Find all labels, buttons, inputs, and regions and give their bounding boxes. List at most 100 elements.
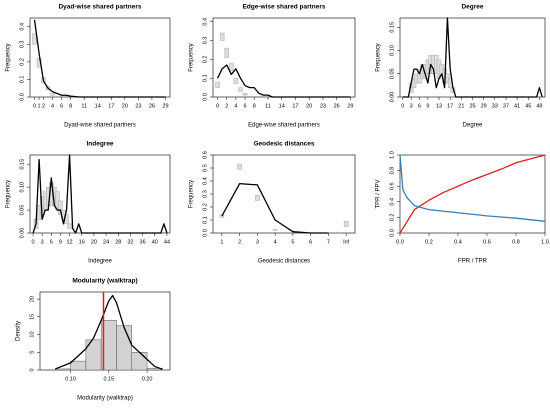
panel-title: Degree [461, 4, 483, 11]
x-tick-label: 0.20 [142, 376, 153, 382]
histogram-bar [70, 360, 87, 371]
y-tick-label: 0.2 [19, 58, 25, 66]
y-tick-label: 0.1 [19, 76, 25, 84]
plot-frame [399, 154, 546, 234]
data-line [55, 294, 163, 370]
y-tick-label: 0.4 [389, 198, 395, 206]
sim-box [242, 92, 248, 96]
data-line [399, 154, 546, 222]
y-tick-label: 0.10 [389, 45, 395, 56]
x-tick-label: 36 [140, 239, 146, 245]
x-tick-label: 0.8 [512, 239, 520, 245]
sim-box [233, 77, 239, 85]
y-axis-label: Density [16, 321, 22, 341]
y-tick-label: 1.0 [389, 151, 395, 159]
histogram-bar [85, 339, 102, 371]
y-tick-label: 0.6 [389, 182, 395, 190]
y-tick-label: 10 [29, 331, 35, 337]
sim-box [67, 223, 72, 229]
x-tick-label: 17 [108, 103, 114, 109]
x-tick-label: 3 [41, 239, 44, 245]
sim-box [229, 62, 234, 71]
y-axis-label: Frequency [6, 43, 12, 71]
sim-box [272, 228, 278, 231]
panel-title: Dyad-wise shared partners [58, 4, 141, 11]
x-tick-label: 9 [426, 103, 429, 109]
x-tick-label: 4 [234, 103, 237, 109]
x-tick-label: 0 [33, 103, 36, 109]
x-tick-label: 11 [265, 103, 271, 109]
sim-box [32, 33, 37, 45]
x-tick-label: 37 [503, 103, 509, 109]
x-tick-label: 29 [162, 103, 168, 109]
x-tick-label: 26 [149, 103, 155, 109]
histogram-bar [131, 352, 148, 371]
x-axis-label: Edge-wise shared partners [248, 123, 320, 129]
y-tick-label: 0.5 [202, 164, 208, 172]
x-tick-label: 14 [279, 103, 285, 109]
y-tick-label: 0.0 [202, 229, 208, 237]
x-tick-label: 1 [38, 103, 41, 109]
x-tick-label: 0.0 [396, 239, 404, 245]
x-tick-label: 21 [458, 103, 464, 109]
y-axis-label: Frequency [189, 180, 195, 208]
x-tick-label: 0 [32, 239, 35, 245]
x-tick-label: 0 [401, 103, 404, 109]
y-tick-label: 0.6 [202, 151, 208, 159]
x-tick-label: 6 [60, 103, 63, 109]
y-tick-label: 0.05 [389, 68, 395, 79]
y-tick-label: 5 [29, 351, 35, 354]
panel-title: Modularity (walktrap) [72, 278, 137, 285]
x-tick-label: 4 [51, 103, 54, 109]
x-tick-label: 9 [59, 239, 62, 245]
x-axis-label: Modularity (walktrap) [77, 396, 133, 402]
y-tick-label: 0.15 [19, 159, 25, 170]
y-tick-label: 0.0 [389, 229, 395, 237]
x-tick-label: 2 [42, 103, 45, 109]
x-axis-label: Dyad-wise shared partners [64, 123, 136, 129]
y-tick-label: 0.4 [202, 18, 208, 26]
x-axis-label: Indegree [88, 259, 112, 265]
x-tick-label: 29 [347, 103, 353, 109]
data-line [32, 154, 168, 234]
x-axis-label: Geodesic distances [258, 259, 310, 265]
y-tick-label: 0.2 [202, 56, 208, 64]
y-tick-label: 0.0 [202, 93, 208, 101]
data-line [399, 154, 546, 234]
x-tick-label: 33 [492, 103, 498, 109]
y-tick-label: 0.00 [19, 228, 25, 239]
x-tick-label: 0.6 [483, 239, 491, 245]
x-tick-label: 8 [253, 103, 256, 109]
x-tick-label: 0.10 [65, 376, 76, 382]
y-tick-label: 0.10 [19, 182, 25, 193]
x-tick-label: 0.15 [103, 376, 114, 382]
data-line [221, 182, 329, 234]
y-tick-label: 0.4 [202, 177, 208, 185]
data-line [402, 17, 543, 98]
x-tick-label: 49 [536, 103, 542, 109]
panel-title: Edge-wise shared partners [242, 4, 325, 11]
x-tick-label: 13 [436, 103, 442, 109]
x-tick-label: 23 [320, 103, 326, 109]
y-tick-label: 20 [29, 296, 35, 302]
x-tick-label: 20 [306, 103, 312, 109]
x-tick-label: 5 [291, 239, 294, 245]
x-tick-label: 25 [469, 103, 475, 109]
y-tick-label: 0.1 [202, 74, 208, 82]
x-tick-label: 6 [50, 239, 53, 245]
sim-box [237, 163, 242, 170]
y-tick-label: 0.05 [19, 205, 25, 216]
x-tick-label: 0.4 [454, 239, 462, 245]
sim-box [255, 195, 260, 201]
y-tick-label: 0.0 [19, 93, 25, 101]
x-tick-label: 16 [79, 239, 85, 245]
histogram-bar [116, 325, 133, 371]
y-tick-label: 0.00 [389, 92, 395, 103]
y-tick-label: 0.15 [389, 22, 395, 33]
x-tick-label: 24 [103, 239, 109, 245]
sim-box [238, 87, 243, 92]
y-tick-label: 15 [29, 314, 35, 320]
sim-box [58, 200, 63, 215]
y-tick-label: 0.3 [202, 37, 208, 45]
